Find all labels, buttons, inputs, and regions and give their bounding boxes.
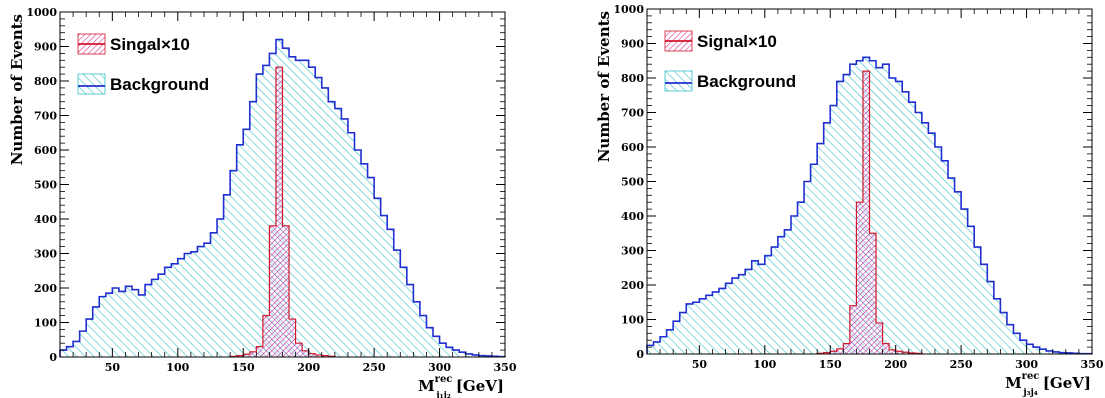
y-tick-label: 1000 [26,6,57,19]
y-tick-label: 400 [621,210,644,223]
x-axis-title-base: M [418,377,435,395]
x-tick-label: 350 [494,361,517,374]
background-histogram-line [646,56,1093,355]
x-axis-title-unit: [GeV] [1043,374,1091,392]
y-tick-label: 1000 [613,3,644,16]
x-tick-label: 50 [105,361,121,374]
x-axis-title-sub: j₃j₄ [1022,388,1037,398]
x-axis-title-sup: rec [435,374,453,385]
y-tick-label: 500 [621,176,644,189]
legend-label-background: Background [110,75,209,94]
background-histogram-line [59,38,506,358]
y-tick-label: 100 [34,317,57,330]
y-tick-label: 0 [636,348,644,361]
y-tick-label: 0 [49,351,57,364]
y-tick-label: 900 [34,41,57,54]
y-axis-title: Number of Events [8,14,26,165]
x-axis-title-sub: j₁j₂ [435,391,450,398]
legend-label-signal: Singal×10 [110,35,190,54]
signal-histogram-line [816,70,923,354]
x-tick-label: 300 [428,361,451,374]
y-tick-label: 300 [34,248,57,261]
x-tick-label: 100 [166,361,189,374]
signal-histogram-line [229,66,336,357]
x-axis-title-sup: rec [1022,371,1040,382]
x-tick-label: 350 [1081,358,1104,371]
legend-swatch-background [664,70,693,92]
legend-label-background: Background [697,72,796,91]
y-tick-label: 900 [621,38,644,51]
x-tick-label: 200 [297,361,320,374]
y-tick-label: 200 [621,279,644,292]
x-tick-label: 50 [692,358,708,371]
x-tick-label: 250 [363,361,386,374]
x-axis-title: Mrec j₁j₂ [GeV] [418,374,504,398]
legend-label-signal: Signal×10 [697,32,777,51]
y-tick-label: 700 [621,107,644,120]
x-axis-title-unit: [GeV] [456,377,504,395]
x-axis-title-base: M [1005,374,1022,392]
y-tick-label: 700 [34,110,57,123]
y-tick-label: 600 [621,141,644,154]
chart-panel-2: 0 100 200 300 400 500 600 700 800 900 1000 50 100 150… [595,3,1104,398]
y-tick-label: 600 [34,144,57,157]
y-axis-title: Number of Events [595,11,613,162]
x-tick-label: 200 [884,358,907,371]
x-tick-label: 100 [753,358,776,371]
y-tick-label: 800 [34,75,57,88]
y-tick-label: 400 [34,213,57,226]
chart-panel-1: 0 100 200 300 400 500 600 700 800 900 1000 50 100 150… [8,6,517,398]
y-tick-label: 500 [34,179,57,192]
x-tick-label: 150 [232,361,255,374]
y-tick-label: 800 [621,72,644,85]
y-tick-label: 200 [34,282,57,295]
x-axis-title: Mrec j₃j₄ [GeV] [1005,371,1091,398]
legend: Singal×10 Background [77,33,209,95]
y-tick-label: 300 [621,245,644,258]
legend-swatch-background [77,73,106,95]
x-tick-label: 250 [950,358,973,371]
legend: Signal×10 Background [664,30,796,92]
x-tick-label: 300 [1015,358,1038,371]
x-tick-label: 150 [819,358,842,371]
y-tick-label: 100 [621,314,644,327]
